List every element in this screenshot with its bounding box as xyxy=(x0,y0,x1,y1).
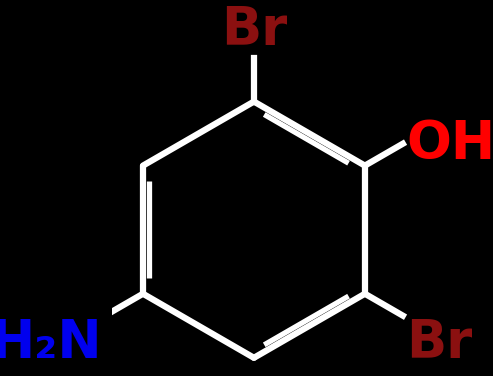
Text: H₂N: H₂N xyxy=(0,317,102,369)
Text: Br: Br xyxy=(221,4,287,56)
Text: OH: OH xyxy=(406,118,493,170)
Text: Br: Br xyxy=(406,317,472,369)
